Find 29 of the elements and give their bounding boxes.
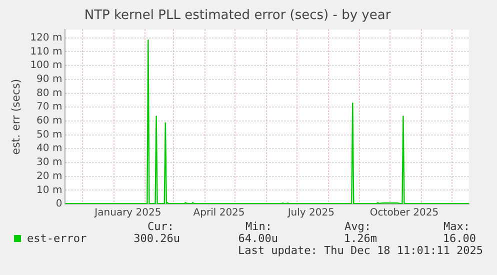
- chart-title: NTP kernel PLL estimated error (secs) - by year: [84, 8, 392, 24]
- text: Cur:: [148, 220, 174, 233]
- legend-label: est-error: [27, 232, 87, 245]
- y-tick-label: 100 m: [30, 60, 62, 72]
- y-tick-label: 10 m: [36, 184, 62, 196]
- x-tick-label: January 2025: [94, 208, 162, 219]
- y-tick-label: 90 m: [36, 74, 62, 86]
- y-tick-label: 120 m: [30, 32, 62, 44]
- text: 1.26m: [344, 232, 377, 245]
- text: 64.00u: [238, 232, 278, 245]
- y-tick-label: 20 m: [36, 170, 62, 182]
- y-tick-label: 30 m: [36, 157, 62, 168]
- text: Min:: [246, 220, 272, 233]
- text: Last update: Thu Dec 18 11:01:11 2025: [238, 244, 483, 257]
- y-tick-label: 70 m: [36, 102, 62, 113]
- text: 300.26u: [134, 232, 180, 245]
- y-axis-title: est. err (secs): [9, 78, 22, 155]
- y-tick-label: 50 m: [36, 129, 62, 140]
- x-tick-label: April 2025: [193, 208, 245, 219]
- x-tick-label: October 2025: [370, 208, 439, 219]
- y-tick-label: 0: [56, 198, 62, 210]
- y-tick-label: 60 m: [36, 116, 62, 127]
- text: Max:: [444, 220, 470, 233]
- text: 16.00: [442, 232, 476, 245]
- text: Avg:: [344, 220, 371, 233]
- x-tick-label: July 2025: [286, 208, 334, 219]
- y-tick-label: 40 m: [36, 143, 62, 154]
- y-tick-label: 110 m: [30, 46, 62, 58]
- y-tick-label: 80 m: [36, 88, 62, 99]
